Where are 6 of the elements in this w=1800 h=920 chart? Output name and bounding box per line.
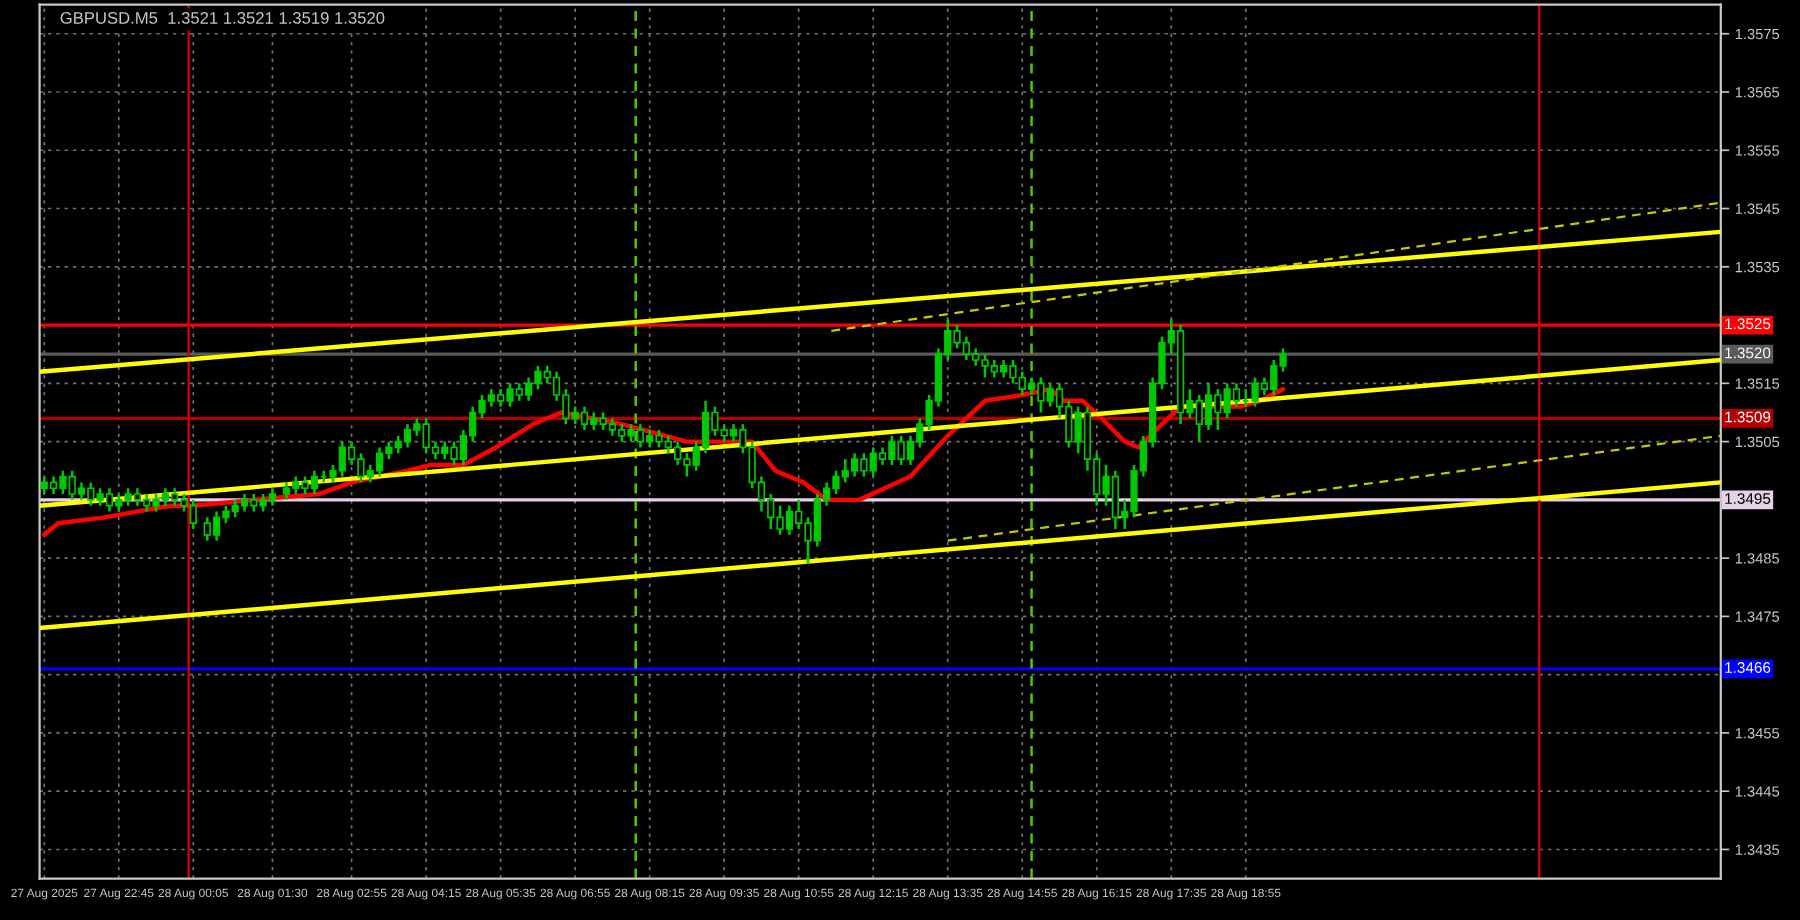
candlestick <box>403 422 412 449</box>
candlestick <box>105 486 114 513</box>
candlestick <box>580 405 589 432</box>
candlestick <box>1204 382 1213 432</box>
chart-title: GBPUSD.M5 1.3521 1.3521 1.3519 1.3520 <box>60 12 385 24</box>
candlestick <box>1232 382 1241 408</box>
